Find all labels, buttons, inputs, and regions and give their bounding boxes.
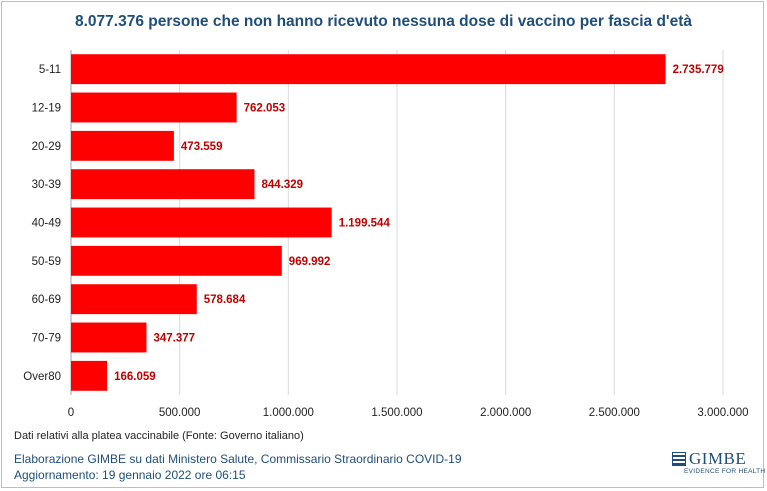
category-label: 20-29	[32, 141, 61, 153]
credit-line: Elaborazione GIMBE su dati Ministero Sal…	[14, 452, 462, 466]
data-label: 347.377	[153, 333, 195, 345]
logo-name: GIMBE	[689, 449, 747, 468]
data-label: 969.992	[289, 256, 331, 268]
category-label: 70-79	[32, 333, 61, 345]
bar	[71, 54, 666, 85]
category-label: 60-69	[32, 294, 61, 306]
bars	[71, 54, 666, 391]
bar	[71, 245, 282, 276]
data-label: 2.735.779	[673, 64, 724, 76]
bar	[71, 130, 174, 161]
x-tick-labels: 0 500.000 1.000.000 1.500.000 2.000.000 2.500…	[68, 407, 749, 419]
data-label: 1.199.544	[339, 218, 391, 230]
x-tick-label: 1.500.000	[371, 407, 422, 419]
bar	[71, 169, 255, 200]
category-label: Over80	[23, 371, 61, 383]
x-tick-label: 3.000.000	[697, 407, 748, 419]
source-note: Dati relativi alla platea vaccinabile (F…	[14, 430, 304, 442]
logo-tagline: EVIDENCE FOR HEALTH	[684, 468, 766, 475]
category-label: 12-19	[32, 103, 61, 115]
bar	[71, 207, 332, 238]
data-label: 578.684	[204, 294, 246, 306]
x-tick-label: 0	[68, 407, 74, 419]
category-labels: 5-11 12-19 20-29 30-39 40-49 50-59 60-69 70-79 O…	[23, 64, 61, 383]
bar	[71, 284, 197, 315]
bar	[71, 360, 108, 391]
bar	[71, 322, 147, 353]
data-label: 166.059	[114, 371, 156, 383]
x-tick-label: 2.000.000	[480, 407, 531, 419]
category-label: 40-49	[32, 218, 61, 230]
bar	[71, 92, 237, 123]
data-label: 844.329	[262, 179, 304, 191]
gimbe-logo: GIMBE EVIDENCE FOR HEALTH	[672, 449, 765, 479]
category-label: 30-39	[32, 179, 61, 191]
x-tick-label: 500.000	[159, 407, 201, 419]
x-tick-label: 2.500.000	[589, 407, 640, 419]
x-tick-label: 1.000.000	[263, 407, 314, 419]
data-label: 762.053	[244, 103, 286, 115]
logo-mark-icon	[672, 452, 686, 466]
update-line: Aggiornamento: 19 gennaio 2022 ore 06:15	[14, 468, 246, 482]
data-label: 473.559	[181, 141, 223, 153]
chart-title: 8.077.376 persone che non hanno ricevuto…	[74, 13, 693, 30]
bar-chart: 5-11 12-19 20-29 30-39 40-49 50-59 60-69 70-79 O…	[23, 50, 749, 419]
category-label: 50-59	[32, 256, 61, 268]
category-label: 5-11	[39, 64, 61, 76]
data-labels: 2.735.779 762.053 473.559 844.329 1.199.544 9…	[114, 64, 724, 383]
